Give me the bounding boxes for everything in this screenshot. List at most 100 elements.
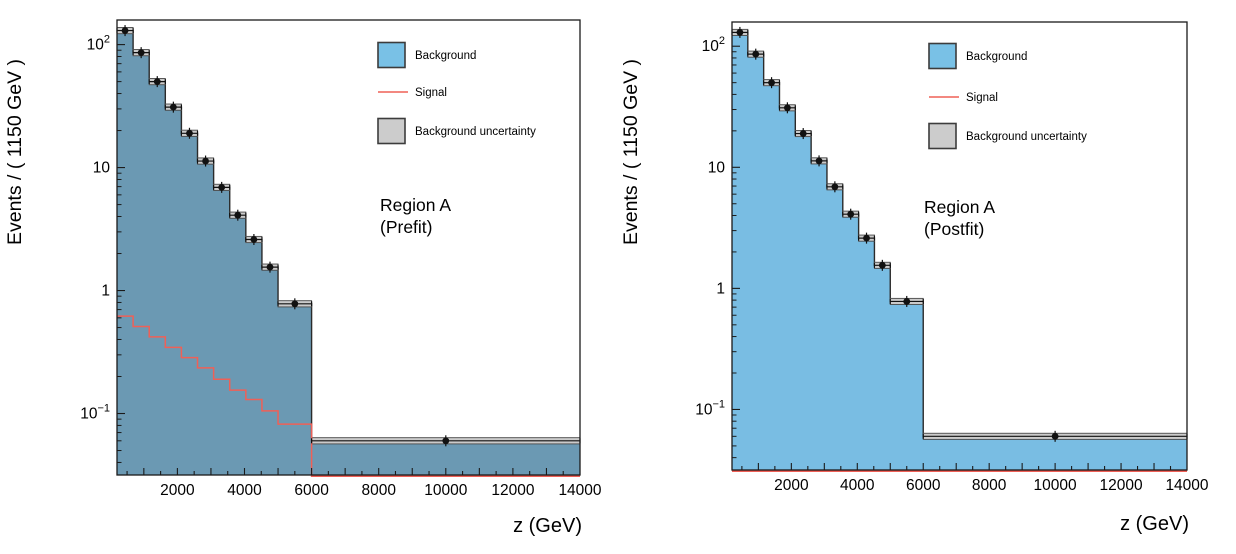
data-marker [153,78,161,86]
x-tick-label: 4000 [227,482,262,499]
data-marker [137,49,145,57]
data-point [826,181,844,193]
legend-item-background: Background [928,42,1027,70]
data-marker [1051,432,1059,440]
legend-swatch-box [928,42,957,70]
x-tick-label: 6000 [906,477,941,494]
prefit-plot: 2000 4000 6000 8000 10000 12000 14000 102 10 1 10−… [4,19,602,537]
y-axis-title: Events / ( 1150 GeV ) [4,59,26,245]
legend-label: Signal [415,87,447,99]
data-marker [234,211,242,219]
legend: Background Signal Background uncertainty [928,42,1087,150]
y-tick-label: 10−1 [695,398,725,418]
data-point [277,298,313,310]
data-marker [878,261,886,269]
data-point [261,261,279,273]
y-axis: 102 10 1 10−1 [80,34,125,463]
x-tick-label: 10000 [1034,477,1077,494]
x-tick-label: 8000 [361,482,396,499]
data-marker [442,437,450,445]
x-tick-label: 2000 [160,482,195,499]
y-tick-label: 1 [716,280,725,297]
x-tick-label: 8000 [972,477,1007,494]
data-point [132,47,150,59]
plot-title-line: Region A [380,195,451,215]
y-tick-label: 1 [101,283,110,300]
data-point [148,76,166,88]
legend-item-signal: Signal [378,87,447,99]
data-marker [815,157,823,165]
plot-frame [116,19,581,476]
data-point [794,128,812,140]
y-tick-label: 102 [87,34,110,54]
data-marker [903,298,911,305]
data-marker [783,104,791,112]
data-point [747,48,765,60]
legend-label: Background uncertainty [415,126,536,138]
data-marker [202,157,209,165]
background-histogram-outline [117,29,580,442]
data-marker [847,210,855,218]
legend-label: Signal [966,92,998,104]
y-tick-label: 10 [708,159,726,176]
background-histogram-fill [117,30,580,475]
data-point [164,101,183,113]
legend-item-background: Background [377,41,476,69]
y-tick-label: 10 [93,160,111,177]
postfit-plot: 2000 4000 6000 8000 10000 12000 14000 102 10 1 10−… [620,21,1209,535]
data-point [842,208,860,220]
y-axis: 102 10 1 10−1 [695,35,740,459]
data-marker [863,234,870,242]
plot-title-line: (Postfit) [924,219,984,239]
data-point [922,430,1188,442]
x-axis: 2000 4000 6000 8000 10000 12000 14000 [741,463,1209,494]
data-marker [186,129,193,137]
y-tick-label: 10−1 [80,403,110,423]
data-marker [768,79,775,87]
legend-item-background-uncertainty: Background uncertainty [928,122,1087,150]
legend-label: Background uncertainty [966,131,1087,143]
data-points [116,25,581,447]
legend-label: Background [415,50,476,62]
data-marker [291,300,299,308]
x-axis: 2000 4000 6000 8000 10000 12000 14000 [126,468,602,499]
data-points [731,26,1188,442]
data-point [858,232,876,244]
x-tick-label: 4000 [840,477,875,494]
data-point [763,77,781,89]
data-marker [831,183,839,191]
legend-swatch-box [928,122,957,150]
legend-swatch-box [377,117,406,145]
legend-item-signal: Signal [929,92,998,104]
data-marker [799,130,807,137]
data-marker [121,27,129,34]
legend-swatch-box [377,41,406,69]
background-histogram-outline [732,31,1187,438]
x-axis-title: z (GeV) [1120,513,1189,535]
data-marker [218,183,226,191]
legend-item-background-uncertainty: Background uncertainty [377,117,536,145]
data-marker [266,263,274,271]
x-tick-label: 14000 [558,482,601,499]
plot-title-line: Region A [924,197,995,217]
plot-title-line: (Prefit) [380,217,433,237]
data-point [229,209,247,221]
x-axis-title: z (GeV) [513,515,582,537]
data-point [810,155,828,167]
y-axis-title: Events / ( 1150 GeV ) [620,59,642,245]
legend: Background Signal Background uncertainty [377,41,536,145]
y-tick-label: 102 [702,35,725,55]
data-point [213,181,231,193]
data-point [245,234,263,246]
x-tick-label: 10000 [424,482,467,499]
data-marker [250,236,258,243]
signal-histogram [117,315,580,477]
data-marker [752,50,760,58]
plot-frame [731,21,1188,471]
x-tick-label: 12000 [491,482,534,499]
x-tick-label: 14000 [1165,477,1208,494]
x-tick-label: 2000 [774,477,809,494]
x-tick-label: 6000 [294,482,329,499]
background-histogram-fill [732,32,1187,470]
